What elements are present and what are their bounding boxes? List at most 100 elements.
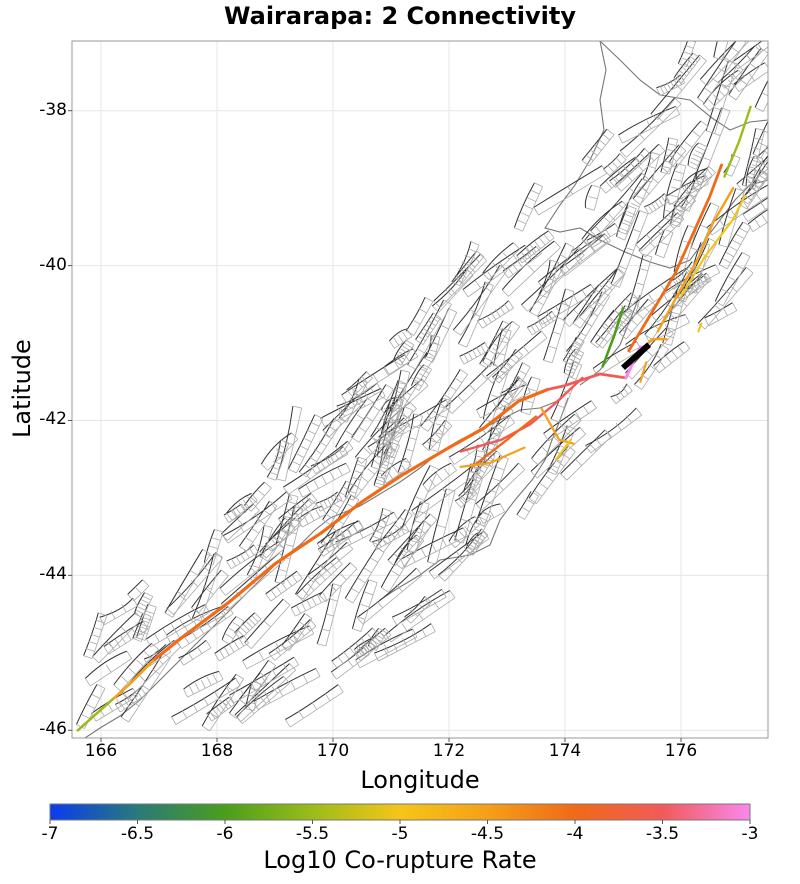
fault-surface-edge bbox=[360, 582, 378, 632]
fault-surface-tick bbox=[721, 107, 731, 112]
fault-surface-tick bbox=[222, 535, 229, 544]
fault-surface-tick bbox=[405, 548, 414, 555]
fault-surface-tick bbox=[589, 233, 596, 242]
fault-surface-tick bbox=[290, 681, 296, 690]
fault-surface-tick bbox=[634, 194, 644, 200]
fault-surface-tick bbox=[558, 267, 566, 275]
fault-surface-tick bbox=[393, 523, 402, 531]
fault-surface-tick bbox=[526, 327, 533, 336]
fault-surface-tick bbox=[376, 478, 386, 483]
fault-surface-tick bbox=[383, 648, 389, 657]
fault-surface-tick bbox=[206, 677, 212, 686]
fault-surface-tick bbox=[665, 355, 672, 364]
fault-surface-tick bbox=[291, 432, 299, 440]
fault-surface-tick bbox=[666, 327, 674, 334]
fault-surface-edge bbox=[428, 470, 457, 493]
fault-surface-tick bbox=[451, 281, 461, 287]
fault-surface-edge bbox=[593, 187, 601, 211]
fault-surface-tick bbox=[530, 189, 540, 195]
fault-surface-tick bbox=[211, 537, 221, 541]
fault-surface-tick bbox=[132, 637, 142, 642]
fault-surface-tick bbox=[502, 270, 509, 279]
fault-surface-tick bbox=[755, 193, 762, 202]
fault-trace bbox=[183, 670, 220, 690]
fault-surface-tick bbox=[617, 230, 627, 235]
selected-fault-wairarapa bbox=[621, 342, 652, 371]
fault-surface-tick bbox=[415, 520, 424, 524]
fault-trace bbox=[220, 552, 280, 605]
fault-surface-tick bbox=[522, 362, 531, 368]
rupture-segment bbox=[151, 387, 550, 663]
fault-surface-tick bbox=[260, 556, 269, 562]
fault-surface-tick bbox=[760, 169, 768, 176]
fault-surface-tick bbox=[190, 580, 199, 587]
fault-trace bbox=[370, 397, 396, 467]
fault-surface-tick bbox=[503, 303, 510, 312]
fault-surface-tick bbox=[767, 161, 768, 163]
fault-trace bbox=[547, 425, 568, 472]
fault-surface-tick bbox=[589, 311, 599, 317]
fault-surface-tick bbox=[274, 648, 281, 656]
fault-trace bbox=[697, 41, 737, 99]
fault-surface-tick bbox=[423, 364, 432, 370]
fault-surface-tick bbox=[430, 316, 439, 323]
fault-surface-tick bbox=[701, 272, 708, 281]
fault-surface-tick bbox=[650, 113, 659, 120]
fault-surface-tick bbox=[91, 694, 101, 699]
fault-surface-tick bbox=[393, 389, 402, 394]
fault-surface-tick bbox=[757, 43, 764, 51]
fault-surface-tick bbox=[142, 595, 152, 601]
fault-surface-tick bbox=[397, 334, 404, 343]
fault-surface-tick bbox=[634, 384, 643, 390]
tick-label: -5 bbox=[391, 824, 409, 844]
fault-surface-tick bbox=[191, 631, 197, 639]
fault-surface-tick bbox=[467, 547, 476, 553]
fault-surface-tick bbox=[411, 609, 418, 617]
fault-surface-edge bbox=[591, 230, 620, 249]
tick-label: 166 bbox=[84, 741, 118, 761]
fault-surface-tick bbox=[668, 319, 678, 323]
fault-surface-edge bbox=[626, 103, 682, 158]
fault-surface-tick bbox=[412, 628, 418, 638]
fault-surface-tick bbox=[251, 615, 259, 623]
fault-surface-tick bbox=[499, 306, 505, 315]
fault-surface-tick bbox=[339, 573, 347, 581]
fault-surface-tick bbox=[372, 627, 379, 636]
fault-surface-tick bbox=[376, 630, 385, 637]
fault-surface-tick bbox=[400, 559, 406, 568]
fault-surface-tick bbox=[564, 431, 573, 437]
fault-surface-tick bbox=[375, 476, 385, 479]
fault-trace bbox=[742, 197, 768, 215]
fault-surface-tick bbox=[383, 644, 389, 653]
fault-surface-tick bbox=[378, 627, 387, 634]
fault-surface-tick bbox=[507, 267, 514, 275]
fault-surface-tick bbox=[621, 222, 630, 227]
fault-surface-tick bbox=[376, 547, 385, 553]
fault-surface-edge bbox=[212, 531, 224, 566]
fault-trace bbox=[560, 429, 606, 475]
fault-trace bbox=[133, 592, 145, 614]
fault-surface-edge bbox=[538, 173, 607, 216]
fault-surface-tick bbox=[418, 308, 427, 314]
fault-surface-tick bbox=[627, 211, 636, 216]
fault-surface-tick bbox=[361, 644, 368, 653]
fault-surface-tick bbox=[729, 285, 738, 293]
fault-surface-tick bbox=[278, 568, 288, 572]
fault-surface-tick bbox=[369, 386, 376, 395]
fault-surface-tick bbox=[297, 489, 303, 498]
fault-surface-tick bbox=[206, 713, 213, 722]
fault-surface-tick bbox=[610, 396, 617, 404]
fault-surface-tick bbox=[467, 247, 477, 253]
fault-surface-tick bbox=[135, 631, 144, 636]
fault-surface-tick bbox=[567, 445, 576, 452]
fault-trace bbox=[238, 500, 270, 547]
fault-trace bbox=[491, 348, 517, 378]
fault-surface-tick bbox=[499, 402, 507, 409]
fault-surface-tick bbox=[437, 574, 446, 582]
fault-surface-tick bbox=[416, 377, 425, 383]
fault-surface-tick bbox=[377, 469, 387, 473]
fault-surface-tick bbox=[531, 458, 539, 466]
fault-surface-tick bbox=[386, 454, 395, 459]
fault-surface-tick bbox=[380, 513, 390, 518]
fault-surface-tick bbox=[219, 650, 225, 659]
